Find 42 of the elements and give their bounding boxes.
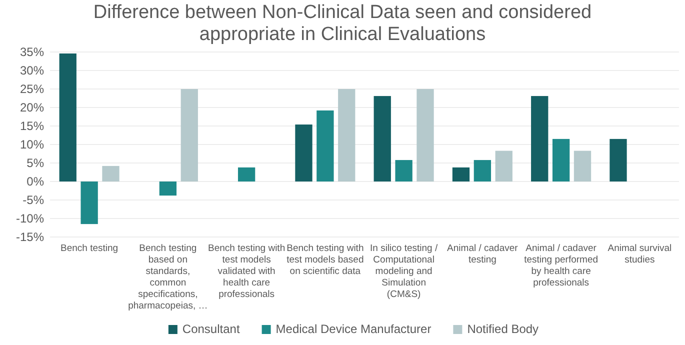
y-tick-label: -10% — [16, 212, 44, 226]
bar — [102, 166, 120, 182]
y-tick-label: -5% — [22, 193, 44, 208]
bar — [452, 167, 470, 182]
bar — [574, 150, 592, 182]
x-tick-label: Animal / cadaver testing performed by health care professionals — [524, 243, 598, 288]
y-tick-label: 5% — [26, 156, 44, 170]
bar — [159, 182, 177, 196]
bar — [374, 96, 391, 182]
y-tick-label: 20% — [20, 100, 44, 115]
x-tick-label: Bench testing with test models validated with health care professionals — [208, 243, 286, 300]
bar — [238, 167, 256, 182]
bar — [59, 53, 76, 182]
bar — [338, 89, 356, 182]
bar — [180, 89, 198, 182]
legend-label: Medical Device Manufacturer — [276, 322, 432, 336]
bar — [295, 124, 312, 182]
x-tick-label: Bench testing — [60, 243, 118, 254]
bar — [610, 138, 627, 182]
legend-label: Notified Body — [467, 322, 539, 336]
bar — [416, 89, 434, 182]
y-tick-label: 10% — [20, 138, 44, 152]
bar — [552, 138, 570, 182]
y-tick-label: 35% — [20, 45, 44, 60]
legend-label: Consultant — [182, 322, 240, 336]
bar — [495, 150, 512, 182]
y-tick-label: 25% — [20, 82, 44, 96]
x-tick-label: In silico testing / Computational modeling and Simulation (CM&S) — [370, 243, 438, 300]
y-tick-label: 30% — [20, 64, 44, 78]
y-tick-label: -15% — [16, 230, 44, 244]
x-tick-label: Bench testing based on standards, common specifications, pharmacopeias, … — [128, 243, 208, 312]
bar — [395, 160, 412, 182]
bar — [474, 160, 492, 182]
y-tick-label: 0% — [26, 174, 44, 189]
x-tick-label: Bench testing with test models based on scientific data — [286, 243, 364, 277]
chart-title: Difference between Non-Clinical Data seen and considered appropriate in Clinical Evaluations — [93, 2, 592, 45]
bar — [80, 182, 98, 224]
x-tick-label: Animal survival studies — [608, 243, 672, 266]
bar — [531, 96, 548, 182]
y-tick-label: 15% — [20, 119, 44, 134]
bar — [316, 110, 334, 182]
x-tick-label: Animal / cadaver testing — [447, 243, 518, 266]
